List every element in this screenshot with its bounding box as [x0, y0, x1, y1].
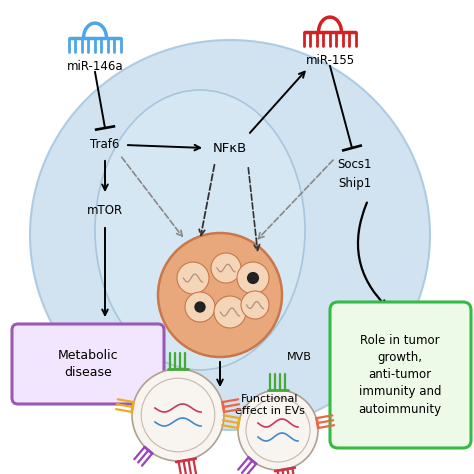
Ellipse shape: [95, 90, 305, 370]
Circle shape: [194, 301, 206, 313]
Text: miR-155: miR-155: [305, 54, 355, 67]
Circle shape: [177, 262, 209, 294]
Text: MVB: MVB: [287, 352, 312, 362]
Text: Ship1: Ship1: [338, 176, 372, 190]
Circle shape: [214, 296, 246, 328]
Text: Functional
effect in EVs: Functional effect in EVs: [235, 394, 305, 416]
Circle shape: [241, 291, 269, 319]
Text: NFκB: NFκB: [213, 142, 247, 155]
FancyBboxPatch shape: [330, 302, 471, 448]
Text: Role in tumor
growth,
anti-tumor
immunity and
autoimmunity: Role in tumor growth, anti-tumor immunit…: [358, 335, 442, 416]
Text: Traf6: Traf6: [91, 138, 120, 152]
Circle shape: [158, 233, 282, 357]
Circle shape: [247, 272, 259, 284]
Text: Metabolic
disease: Metabolic disease: [58, 349, 118, 379]
Text: miR-146a: miR-146a: [67, 60, 123, 73]
Circle shape: [237, 262, 269, 294]
Ellipse shape: [30, 40, 430, 430]
Text: mTOR: mTOR: [87, 203, 123, 217]
FancyBboxPatch shape: [12, 324, 164, 404]
Circle shape: [211, 253, 241, 283]
Circle shape: [238, 390, 318, 470]
Text: Socs1: Socs1: [338, 158, 372, 172]
Circle shape: [185, 292, 215, 322]
Circle shape: [132, 369, 224, 461]
